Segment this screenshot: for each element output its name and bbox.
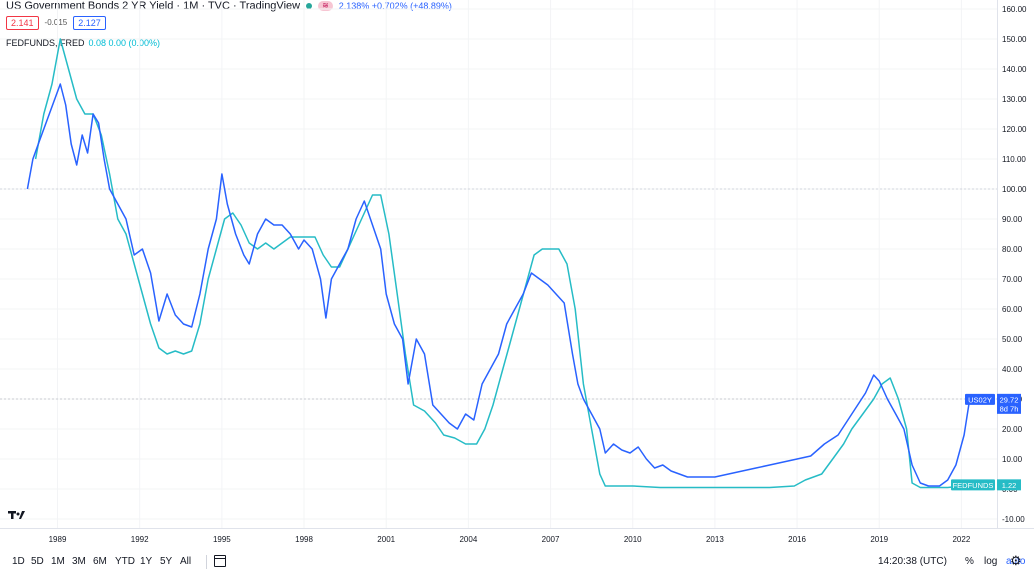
x-tick-label: 2010 bbox=[624, 535, 642, 544]
price-axis[interactable]: 160.00 150.00 140.00 130.00 120.00 110.00 100.… bbox=[1002, 5, 1027, 524]
x-tick-label: 2019 bbox=[870, 535, 888, 544]
market-status-icon bbox=[306, 3, 313, 9]
x-tick-label: 2016 bbox=[788, 535, 806, 544]
x-tick-label: 2004 bbox=[459, 535, 477, 544]
spread-value: -0.015 bbox=[44, 18, 68, 27]
range-all[interactable]: All bbox=[180, 556, 192, 567]
auto-toggle[interactable]: auto bbox=[1006, 556, 1026, 567]
series-line-us02y[interactable] bbox=[26, 83, 971, 487]
bottom-toolbar: 1D 5D 1M 3M 6M YTD 1Y 5Y All 14:20:38 (U… bbox=[0, 550, 1034, 574]
series-tag-value: 29.72 bbox=[1000, 395, 1019, 404]
range-6m[interactable]: 6M bbox=[93, 556, 107, 567]
series-tag-value: 1.22 bbox=[1002, 481, 1017, 490]
y-tick-label: 150.00 bbox=[1002, 35, 1027, 44]
utc-clock[interactable]: 14:20:38 (UTC) bbox=[878, 556, 947, 567]
y-tick-label: 10.00 bbox=[1002, 455, 1023, 464]
y-tick-label: 20.00 bbox=[1002, 425, 1023, 434]
y-tick-label: 130.00 bbox=[1002, 95, 1027, 104]
x-tick-label: 2013 bbox=[706, 535, 724, 544]
range-1d[interactable]: 1D bbox=[12, 556, 25, 567]
range-3m[interactable]: 3M bbox=[72, 556, 86, 567]
bid-box[interactable]: 2.141 bbox=[6, 16, 39, 30]
series-tag-fedfunds: FEDFUNDS 1.22 bbox=[951, 479, 1021, 491]
y-tick-label: 110.00 bbox=[1002, 155, 1026, 164]
settings-gear-icon[interactable]: ⚙ bbox=[1010, 553, 1022, 568]
series-layer bbox=[26, 38, 971, 489]
indicator-values: 0.08 0.00 (0.00%) bbox=[88, 38, 161, 48]
status-pill[interactable]: ≋ bbox=[318, 1, 333, 11]
series-tag-name: US02Y bbox=[968, 395, 992, 404]
x-tick-label: 2007 bbox=[542, 535, 560, 544]
y-tick-label: 50.00 bbox=[1002, 335, 1023, 344]
x-tick-label: 1992 bbox=[131, 535, 149, 544]
y-tick-label: 100.00 bbox=[1002, 185, 1027, 194]
indicator-name[interactable]: FEDFUNDS, FRED bbox=[6, 38, 85, 48]
tradingview-logo-icon[interactable] bbox=[8, 511, 25, 519]
y-tick-label: 140.00 bbox=[1002, 65, 1027, 74]
series-line-fedfunds[interactable] bbox=[34, 38, 970, 489]
y-tick-label: 120.00 bbox=[1002, 125, 1027, 134]
grid-lines bbox=[0, 0, 997, 528]
y-tick-label: 80.00 bbox=[1002, 245, 1023, 254]
range-5d[interactable]: 5D bbox=[31, 556, 44, 567]
y-tick-label: 70.00 bbox=[1002, 275, 1023, 284]
x-tick-label: 1998 bbox=[295, 535, 313, 544]
ask-box[interactable]: 2.127 bbox=[73, 16, 106, 30]
percent-toggle[interactable]: % bbox=[965, 556, 974, 567]
range-1m[interactable]: 1M bbox=[51, 556, 65, 567]
log-toggle[interactable]: log bbox=[984, 556, 998, 567]
price-chart[interactable]: 160.00 150.00 140.00 130.00 120.00 110.00 100.… bbox=[0, 0, 1034, 548]
toolbar-divider bbox=[206, 555, 207, 569]
calendar-icon[interactable] bbox=[214, 555, 226, 567]
time-axis[interactable]: 1989 1992 1995 1998 2001 2004 2007 2010 2013 2016… bbox=[49, 535, 971, 544]
range-ytd[interactable]: YTD bbox=[115, 556, 135, 567]
y-tick-label: 90.00 bbox=[1002, 215, 1023, 224]
y-tick-label: 160.00 bbox=[1002, 5, 1027, 14]
range-1y[interactable]: 1Y bbox=[140, 556, 153, 567]
y-tick-label: 60.00 bbox=[1002, 305, 1023, 314]
y-tick-label: 40.00 bbox=[1002, 365, 1023, 374]
x-tick-label: 1989 bbox=[49, 535, 67, 544]
x-tick-label: 2001 bbox=[377, 535, 395, 544]
x-tick-label: 1995 bbox=[213, 535, 231, 544]
series-tag-name: FEDFUNDS bbox=[953, 481, 994, 490]
quote-values: 2.138% +0.702% (+48.89%) bbox=[338, 1, 452, 11]
range-5y[interactable]: 5Y bbox=[160, 556, 173, 567]
y-tick-label: -10.00 bbox=[1002, 515, 1025, 524]
x-tick-label: 2022 bbox=[952, 535, 970, 544]
series-tag-countdown: 8d 7h bbox=[1000, 404, 1019, 413]
